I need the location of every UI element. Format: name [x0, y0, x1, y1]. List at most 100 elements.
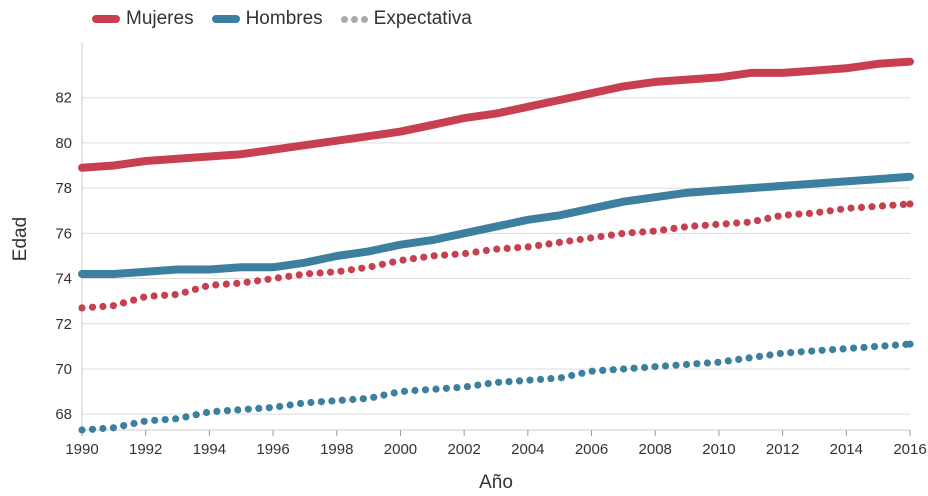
series-dot [182, 413, 190, 421]
legend-swatch-expectativa [340, 15, 368, 23]
series-dot [99, 424, 107, 433]
series-dot [255, 404, 263, 412]
series-dot [223, 407, 231, 415]
series-dot [722, 220, 730, 228]
series-dot [399, 256, 407, 264]
series-dot [420, 253, 428, 261]
series-dot [651, 363, 659, 371]
series-dot [755, 352, 764, 360]
series-dot [99, 302, 107, 311]
series-dot [254, 277, 262, 285]
series-dot [691, 222, 699, 230]
series-dot [850, 344, 858, 352]
series-dot [703, 359, 712, 367]
series-dot [505, 378, 513, 386]
series-dot [535, 241, 543, 249]
legend-item-mujeres[interactable]: Mujeres [92, 8, 194, 30]
legend-label-expectativa: Expectativa [373, 8, 472, 29]
series-dot [847, 204, 855, 212]
series-dot [462, 249, 470, 258]
series-dot [818, 346, 826, 354]
series-dot [536, 375, 545, 383]
series-dot [347, 266, 355, 274]
series-dot [482, 246, 490, 255]
series-dot [390, 389, 398, 397]
series-dot [576, 235, 584, 244]
series-dot [795, 210, 803, 218]
x-tick-label-1996: 1996 [256, 441, 289, 458]
series-dot [568, 371, 576, 380]
series-dot [285, 272, 293, 280]
series-dot [660, 226, 668, 234]
series-dot [463, 383, 471, 391]
series-dot [639, 228, 647, 236]
series-dot [191, 285, 199, 293]
series-dot [222, 280, 230, 288]
series-dot [829, 346, 837, 354]
series-dots-series-3 [78, 340, 914, 434]
series-dot [906, 200, 914, 208]
series-dot [442, 384, 450, 392]
series-dot [201, 282, 210, 290]
series-dot [805, 209, 814, 217]
series-dot [78, 304, 86, 312]
series-dot [588, 367, 596, 375]
series-dot [172, 415, 180, 423]
series-dot [753, 217, 762, 225]
series-dot [628, 229, 636, 237]
axes: 68 70 72 74 76 78 80 82 1990 1992 1994 1996 1998 2000… [55, 42, 927, 458]
series-dot [130, 296, 138, 304]
series-dot [358, 264, 366, 272]
legend[interactable]: Mujeres Hombres Expectativa [92, 8, 472, 30]
series-dot [349, 395, 357, 404]
series-dot [672, 361, 680, 369]
series-dot [870, 343, 879, 351]
x-tick-label-1992: 1992 [129, 441, 162, 458]
series-dot [328, 397, 336, 405]
x-tick-label-2010: 2010 [702, 441, 735, 458]
series-dot [88, 425, 97, 433]
series-dot [826, 207, 834, 215]
series-dot [693, 360, 701, 368]
series-dot [212, 281, 220, 289]
series-dot [776, 349, 784, 358]
series-dot [891, 341, 900, 349]
series-dot [620, 365, 628, 373]
series-dot [837, 205, 845, 213]
x-axis-title: Año [479, 472, 513, 493]
legend-item-expectativa[interactable]: Expectativa [340, 8, 472, 30]
series-dot [151, 416, 159, 424]
series-dot [234, 406, 242, 414]
series-dot [316, 269, 324, 277]
series-dot [411, 386, 419, 395]
x-tick-label-2012: 2012 [766, 441, 799, 458]
series-dot [599, 366, 607, 374]
series-dot [714, 358, 722, 366]
x-tick-label-1998: 1998 [320, 441, 353, 458]
series-dot [213, 407, 221, 415]
series-dot [161, 291, 169, 299]
series-dot [766, 351, 774, 359]
series-dot [607, 231, 616, 239]
series-dot [712, 220, 720, 229]
series-dot [150, 292, 158, 300]
series-dot [597, 232, 605, 241]
legend-label-mujeres: Mujeres [126, 8, 194, 29]
series-dot [286, 401, 294, 409]
series-line-mujeres [78, 57, 914, 172]
series-dot [503, 244, 511, 252]
series-dot [472, 248, 480, 256]
series-dot [641, 363, 649, 372]
legend-swatch-hombres [211, 15, 240, 23]
y-tick-label-80: 80 [55, 135, 72, 152]
x-tick-label-1994: 1994 [193, 441, 226, 458]
series-dot [380, 391, 388, 399]
series-dot [265, 404, 273, 412]
legend-item-hombres[interactable]: Hombres [211, 8, 323, 30]
series-dot [493, 245, 501, 253]
series-dot [441, 251, 449, 259]
series-dot [276, 402, 284, 411]
series-dot [109, 424, 117, 432]
series-dot [233, 279, 241, 287]
series-dot [566, 237, 574, 245]
